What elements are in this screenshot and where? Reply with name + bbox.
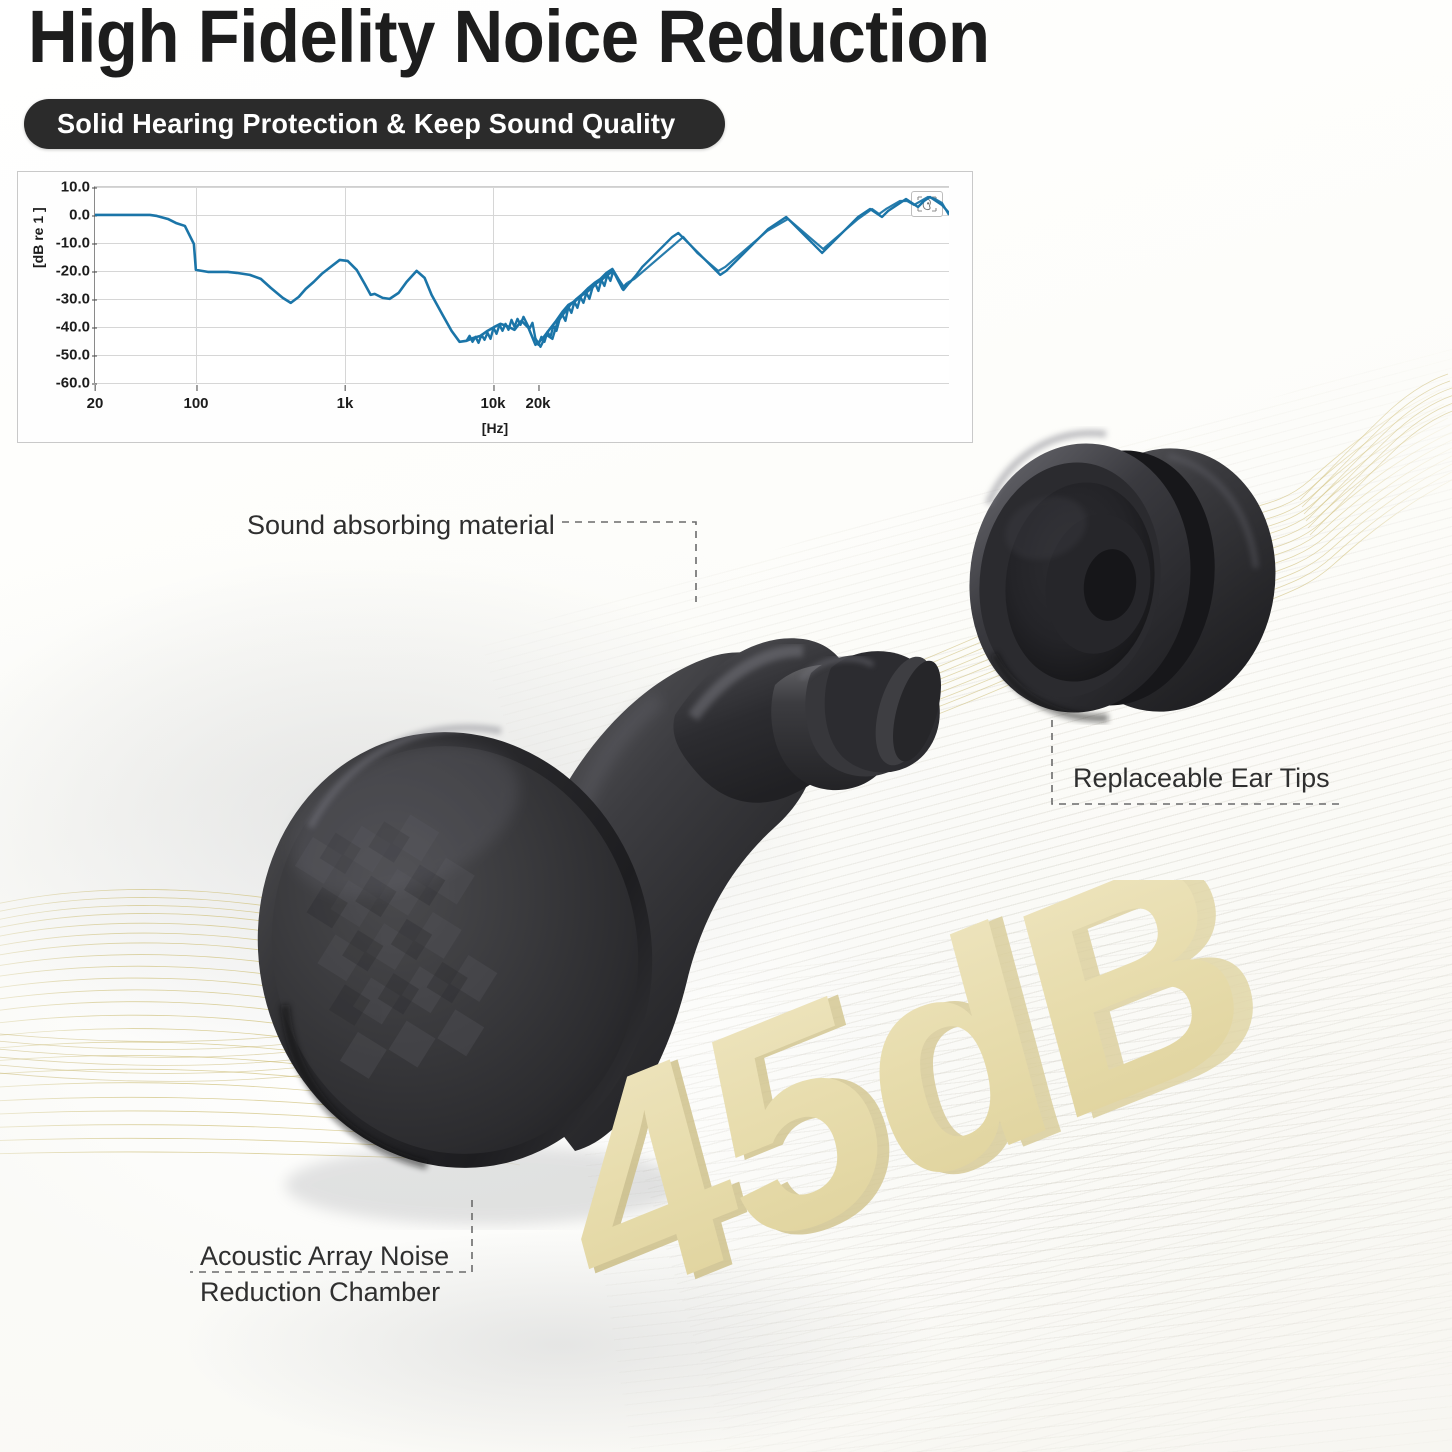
frequency-response-chart: [dB re 1 ] [Hz] 10.0 0.0 -10.0 -20.0 -30… — [17, 171, 973, 443]
gridline — [95, 383, 949, 384]
gridline-vertical — [493, 187, 494, 383]
hero-45db-label: 45dB — [545, 880, 1270, 1374]
callout-acoustic-chamber-line1: Acoustic Array Noise — [200, 1241, 450, 1271]
chart-y-tick: -10.0 — [55, 234, 98, 252]
chart-y-tick: -20.0 — [55, 262, 98, 280]
callout-replaceable-ear-tips: Replaceable Ear Tips — [1073, 763, 1330, 793]
hero-45db-text: 45dB 45dB — [545, 880, 1290, 1381]
chart-y-tick: -60.0 — [55, 374, 98, 392]
chart-plot-area: 10.0 0.0 -10.0 -20.0 -30.0 -40.0 -50.0 -… — [56, 179, 949, 412]
chart-x-tick: 20k — [525, 385, 551, 412]
gridline — [95, 243, 949, 244]
chart-y-tick: -30.0 — [55, 290, 98, 308]
chart-y-axis-label: [dB re 1 ] — [30, 207, 46, 268]
chart-y-tick: 0.0 — [69, 206, 97, 224]
gridline — [95, 327, 949, 328]
gridline-vertical — [196, 187, 197, 383]
gridline — [95, 299, 949, 300]
chart-x-tick: 10k — [480, 385, 506, 412]
chart-y-tick: -50.0 — [55, 346, 98, 364]
gridline — [95, 187, 949, 188]
gridline — [95, 271, 949, 272]
chart-y-tick: 10.0 — [60, 178, 98, 196]
callout-sound-absorbing-material: Sound absorbing material — [247, 510, 555, 540]
chart-x-tick: 1k — [336, 385, 354, 412]
chart-x-tick: 100 — [183, 385, 209, 412]
page-title: High Fidelity Noice Reduction — [28, 0, 990, 78]
subtitle-badge: Solid Hearing Protection & Keep Sound Qu… — [24, 99, 725, 149]
chart-x-tick: 20 — [86, 385, 104, 412]
chart-x-axis-label: [Hz] — [481, 420, 509, 436]
gridline-vertical — [345, 187, 346, 383]
ear-tip-illustration — [969, 429, 1276, 723]
gridline — [95, 215, 949, 216]
callout-acoustic-chamber-line2: Reduction Chamber — [200, 1277, 441, 1307]
chart-y-tick: -40.0 — [55, 318, 98, 336]
chart-response-curve — [95, 195, 949, 349]
earbud-body-illustration — [257, 638, 941, 1225]
gridline — [95, 355, 949, 356]
subtitle-badge-label: Solid Hearing Protection & Keep Sound Qu… — [57, 108, 676, 139]
